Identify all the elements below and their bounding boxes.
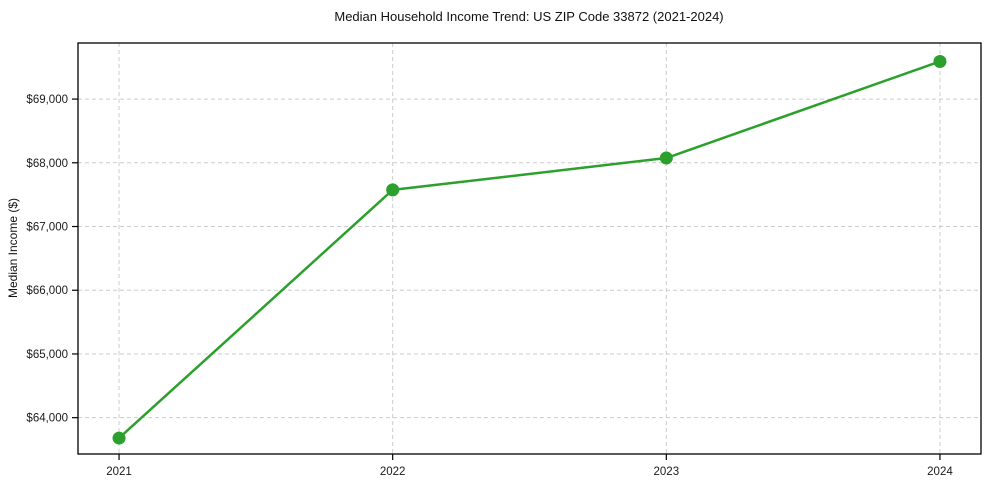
data-point-marker-2023 <box>659 151 673 165</box>
data-point-marker-2021 <box>112 431 126 445</box>
plot-border <box>77 42 982 455</box>
x-tick-label: 2024 <box>927 466 953 478</box>
y-tick-label: $67,000 <box>26 222 68 234</box>
x-tick-label: 2021 <box>106 466 132 478</box>
y-tick-label: $68,000 <box>26 158 68 170</box>
y-tick-label: $69,000 <box>26 94 68 106</box>
y-tick-label: $64,000 <box>26 413 68 425</box>
trend-line <box>117 60 942 440</box>
data-point-marker-2022 <box>386 183 400 197</box>
y-tick-label: $66,000 <box>26 285 68 297</box>
y-tick-label: $65,000 <box>26 349 68 361</box>
x-tick-label: 2022 <box>380 466 406 478</box>
chart-title: Median Household Income Trend: US ZIP Co… <box>334 9 723 24</box>
data-point-marker-2024 <box>933 54 947 68</box>
y-axis-title: Median Income ($) <box>6 198 20 298</box>
plot-background <box>78 43 981 454</box>
x-tick-label: 2023 <box>654 466 680 478</box>
plot-area: $64,000 $65,000 $66,000 $67,000 $68,000 $69,0… <box>26 42 982 478</box>
